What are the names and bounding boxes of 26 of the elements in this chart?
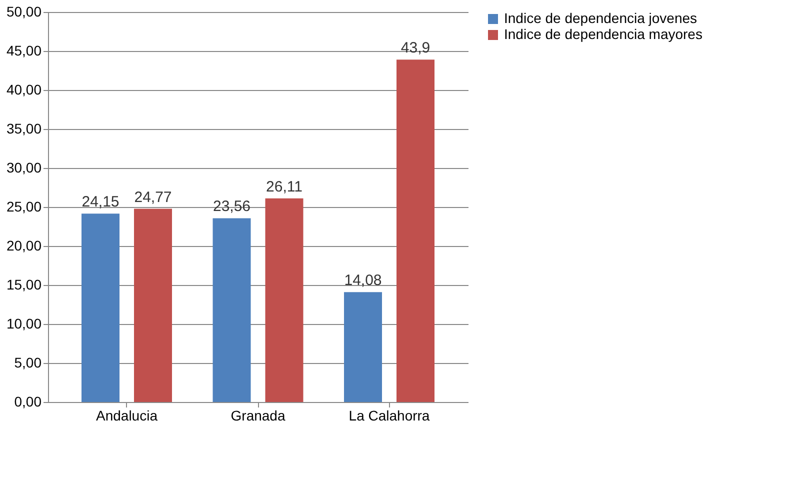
bar: [265, 198, 304, 402]
bar: [212, 218, 251, 402]
bar: [344, 292, 382, 402]
y-tick-label: 40,00: [6, 82, 42, 98]
legend-label: Indice de dependencia mayores: [504, 26, 702, 42]
x-tick-label: Granada: [230, 408, 286, 424]
y-tick-label: 20,00: [6, 238, 42, 254]
data-label: 24,15: [82, 194, 120, 211]
data-label: 24,77: [134, 188, 172, 206]
data-label: 14,08: [344, 272, 382, 290]
y-tick-label: 5,00: [14, 354, 42, 370]
y-tick-label: 10,00: [6, 316, 42, 332]
y-tick-label: 35,00: [6, 120, 42, 136]
y-tick-label: 50,00: [6, 4, 42, 20]
data-label: 26,11: [266, 178, 302, 196]
bar: [82, 214, 120, 402]
y-tick-label: 15,00: [6, 276, 42, 292]
legend-label: Indice de dependencia jovenes: [504, 10, 698, 26]
y-tick-label: 25,00: [6, 198, 42, 214]
x-tick-label: La Calahorra: [348, 408, 430, 424]
bar: [134, 208, 172, 402]
y-tick-label: 45,00: [6, 42, 42, 58]
y-tick-label: 30,00: [6, 160, 42, 176]
x-tick-label: Andalucia: [96, 408, 158, 424]
bar: [396, 60, 434, 402]
y-tick-label: 0,00: [14, 394, 42, 410]
